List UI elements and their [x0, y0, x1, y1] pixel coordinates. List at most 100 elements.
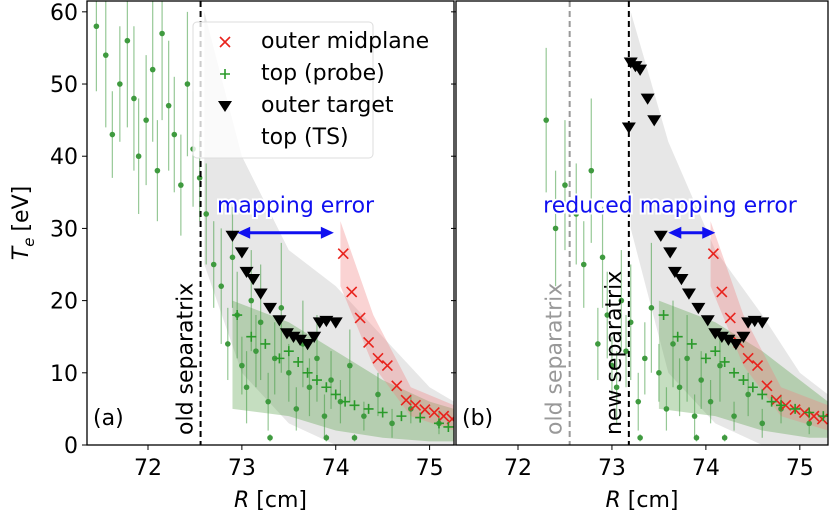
marker-dot: [623, 348, 629, 354]
marker-plus: [377, 407, 388, 418]
legend-marker: [218, 101, 232, 112]
marker-x: [419, 404, 431, 416]
marker-triangle: [700, 315, 715, 327]
marker-dot: [721, 434, 728, 441]
marker-triangle: [253, 288, 268, 300]
marker-dot: [278, 305, 285, 311]
marker-dot: [171, 131, 178, 138]
x-label-unit: [cm]: [628, 488, 679, 513]
marker-dot: [210, 261, 217, 268]
legend-label: top (probe): [261, 61, 385, 86]
x-tick-label: 74: [692, 456, 720, 481]
marker-dot: [257, 319, 264, 326]
marker-dot: [573, 211, 580, 217]
marker-triangle: [293, 334, 308, 346]
legend-label: outer midplane: [261, 29, 429, 54]
x-tick-label: 75: [416, 456, 444, 481]
marker-dot: [117, 81, 123, 87]
marker-plus: [804, 407, 815, 418]
arrow-label: mapping error: [217, 194, 375, 219]
marker-x: [761, 380, 773, 392]
marker-dot: [165, 102, 172, 109]
marker-dot: [599, 254, 606, 261]
marker-plus: [757, 389, 768, 400]
marker-triangle: [691, 302, 706, 315]
marker-dot: [347, 362, 353, 369]
marker-dot: [663, 406, 670, 412]
marker-dot: [670, 341, 676, 347]
y-tick-label: 10: [50, 362, 78, 387]
x-tick-label: 73: [228, 456, 256, 481]
marker-plus: [790, 403, 801, 414]
marker-dot: [203, 211, 210, 217]
marker-dot: [635, 398, 642, 405]
marker-dot: [178, 182, 184, 188]
marker-x: [438, 410, 450, 422]
marker-dot: [351, 434, 358, 441]
marker-triangle: [279, 328, 294, 340]
marker-triangle: [234, 247, 249, 259]
marker-triangle: [667, 266, 682, 279]
panel: old separatrix mapping error 72 73 74 75 0 10 20…: [9, 0, 455, 513]
marker-dot: [389, 420, 395, 427]
plot-area: [543, 1, 828, 445]
separatrix-label: old separatrix: [543, 283, 568, 435]
legend-marker: [220, 69, 230, 79]
marker-triangle: [647, 115, 662, 127]
legend-x: [219, 36, 231, 48]
marker-dot: [229, 254, 236, 261]
panel-label: (a): [93, 406, 124, 431]
marker-dot: [306, 384, 313, 391]
marker-triangle: [728, 339, 743, 351]
marker-plus: [232, 310, 243, 321]
marker-dot: [321, 413, 328, 419]
marker-x: [346, 286, 358, 298]
arrow-head: [668, 226, 716, 239]
marker-plus: [747, 382, 758, 393]
marker-plus: [658, 310, 669, 321]
marker-triangle: [681, 288, 696, 300]
marker-dot: [314, 355, 320, 362]
y-axis-label: Te [eV]: [9, 186, 38, 260]
marker-x: [372, 352, 384, 364]
marker-plus: [283, 346, 294, 357]
marker-triangle: [663, 247, 678, 259]
marker-plus: [260, 338, 271, 349]
marker-x: [400, 394, 412, 406]
marker-dot: [253, 348, 259, 354]
marker-x: [381, 360, 393, 372]
series: [621, 57, 770, 351]
marker-x: [742, 352, 754, 364]
marker-triangle: [714, 331, 729, 344]
marker-dot: [135, 153, 142, 160]
marker-dot: [361, 413, 367, 419]
marker-dot: [609, 362, 615, 369]
marker-dot: [698, 377, 704, 383]
marker-triangle: [721, 334, 736, 346]
marker-dot: [656, 370, 662, 376]
marker-triangle: [246, 274, 261, 286]
marker-triangle: [653, 230, 668, 242]
marker-triangle: [633, 64, 648, 76]
x-tick-label: 72: [134, 456, 162, 481]
marker-dot: [286, 370, 292, 376]
marker-dot: [323, 434, 330, 441]
marker-dot: [293, 406, 300, 412]
marker-plus: [415, 412, 426, 423]
marker-dot: [604, 312, 611, 318]
marker-plus: [433, 418, 444, 429]
marker-dot: [648, 305, 655, 311]
marker-dot: [562, 182, 568, 188]
band: [340, 221, 454, 431]
marker-x: [337, 248, 349, 260]
marker-plus: [396, 411, 407, 422]
x-axis-label: R [cm]: [606, 488, 679, 513]
separatrix-label: new separatrix: [602, 271, 627, 435]
marker-triangle: [621, 122, 636, 134]
axes-frame: [455, 0, 829, 446]
x-label-symbol: R: [234, 488, 249, 513]
marker-dot: [243, 384, 250, 391]
legend-triangle: [218, 101, 232, 112]
x-axis-label: R [cm]: [234, 488, 307, 513]
y-tick-label: 0: [64, 434, 78, 459]
